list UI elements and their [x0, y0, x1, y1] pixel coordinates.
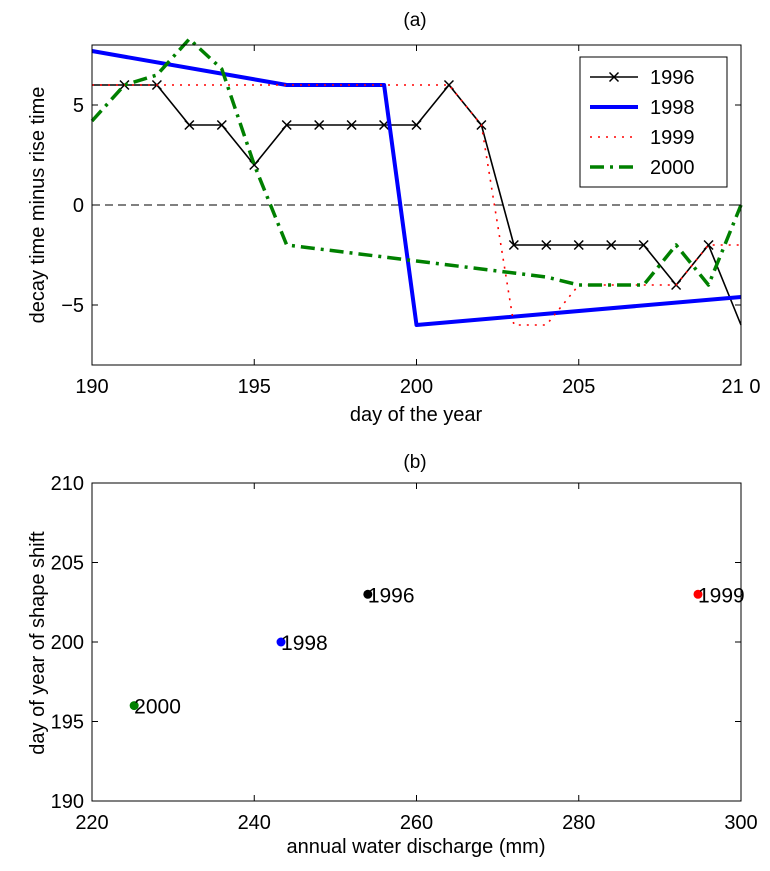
series-marker-1996: [606, 239, 617, 251]
panel-b-ytick-label: 205: [51, 553, 84, 575]
panel-a-xtick-label: 21 0: [722, 376, 761, 398]
panel-b-ticks: 220 240 260 280 300 190 195 200 205 210: [51, 473, 758, 834]
series-marker-1996: [346, 119, 357, 131]
panel-a-title: (a): [403, 10, 426, 31]
scatter-point-label-1998: 1998: [281, 632, 328, 655]
series-line-2000: [90, 37, 743, 287]
series-marker-1996: [638, 239, 649, 251]
panel-a-ytick-label: −5: [61, 295, 84, 317]
series-line-1999: [92, 84, 741, 326]
series-marker-1996: [573, 239, 584, 251]
series-marker-1996: [249, 159, 260, 171]
legend-marker-1996: [608, 71, 620, 83]
series-marker-1996: [541, 239, 552, 251]
panel-a-xtick-label: 205: [562, 376, 595, 398]
series-marker-1996: [508, 239, 519, 251]
panel-a-xtick-label: 200: [400, 376, 433, 398]
series-marker-1996: [411, 119, 422, 131]
panel-a-legend: 1996 1998 1999 2000: [579, 56, 728, 188]
panel-a-ytick-label: 0: [73, 195, 84, 217]
panel-b-title: (b): [403, 452, 426, 473]
legend-box: [579, 56, 728, 188]
panel-b-scatter-chart: (b) 1996 1998 1999 2000 220 240 260 280 300 190 1…: [27, 452, 758, 858]
scatter-point-label-1999: 1999: [698, 584, 745, 607]
panel-b-points: 1996 1998 1999 2000: [129, 584, 745, 719]
panel-b-plot-area: [92, 483, 741, 801]
legend-label-2000: 2000: [650, 157, 695, 179]
panel-a-xtick-label: 190: [75, 376, 108, 398]
panel-b-xtick-label: 300: [724, 812, 757, 834]
panel-b-xtick-label: 280: [562, 812, 595, 834]
series-marker-1996: [314, 119, 325, 131]
scatter-point-label-2000: 2000: [134, 696, 181, 719]
legend-label-1999: 1999: [650, 127, 695, 149]
panel-b-xtick-label: 220: [75, 812, 108, 834]
panel-b-xtick-label: 260: [400, 812, 433, 834]
legend-label-1996: 1996: [650, 67, 695, 89]
panel-b-xtick-label: 240: [238, 812, 271, 834]
panel-a-series: [90, 37, 743, 327]
panel-a-ticks: 190 195 200 205 21 0 −5 0 5: [61, 45, 760, 398]
panel-a-ytick-label: 5: [73, 95, 84, 117]
panel-a-line-chart: (a) 190 195 200 205 21 0 −5 0 5 1996 1998 1999 200…: [27, 10, 760, 426]
scatter-point-label-1996: 1996: [368, 584, 415, 607]
series-marker-1996: [216, 119, 227, 131]
scatter-point-1999: [693, 589, 703, 599]
panel-a-ylabel: decay time minus rise time: [27, 87, 49, 324]
series-marker-1996: [184, 119, 195, 131]
panel-b-ylabel: day of year of shape shift: [27, 531, 49, 755]
series-marker-1996: [703, 239, 714, 251]
scatter-point-1996: [363, 589, 373, 599]
series-marker-1996: [379, 119, 390, 131]
panel-a-xtick-label: 195: [238, 376, 271, 398]
panel-b-ytick-label: 190: [51, 791, 84, 813]
panel-b-xlabel: annual water discharge (mm): [287, 836, 546, 858]
panel-b-ytick-label: 210: [51, 473, 84, 495]
scatter-point-2000: [129, 701, 139, 711]
panel-b-ytick-label: 195: [51, 712, 84, 734]
scatter-point-1998: [276, 637, 286, 647]
series-marker-1996: [281, 119, 292, 131]
legend-label-1998: 1998: [650, 97, 695, 119]
panel-b-ytick-label: 200: [51, 632, 84, 654]
panel-a-xlabel: day of the year: [350, 404, 483, 426]
